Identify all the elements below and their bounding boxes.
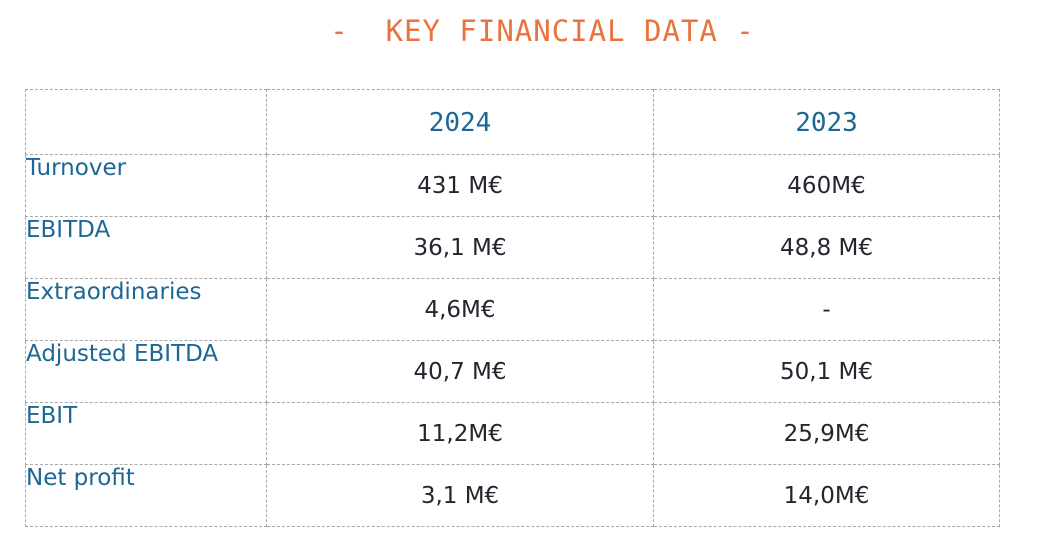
ebitda-2024-value: 36,1 M€ xyxy=(266,216,654,279)
header-year-2024: 2024 xyxy=(266,89,654,155)
turnover-2024-value: 431 M€ xyxy=(266,154,654,217)
extraordinaries-2024-value: 4,6M€ xyxy=(266,278,654,341)
row-label-net-profit: Net profit xyxy=(25,464,267,527)
table-row: EBIT 11,2M€ 25,9M€ xyxy=(25,402,1000,465)
row-label-extraordinaries: Extraordinaries xyxy=(25,278,267,341)
ebit-2023-value: 25,9M€ xyxy=(653,402,1000,465)
table-row: Net profit 3,1 M€ 14,0M€ xyxy=(25,464,1000,527)
net-profit-2024-value: 3,1 M€ xyxy=(266,464,654,527)
turnover-2023-value: 460M€ xyxy=(653,154,1000,217)
table-row: EBITDA 36,1 M€ 48,8 M€ xyxy=(25,216,1000,279)
table-row: Extraordinaries 4,6M€ - xyxy=(25,278,1000,341)
table-row: Adjusted EBITDA 40,7 M€ 50,1 M€ xyxy=(25,340,1000,403)
row-label-adjusted-ebitda: Adjusted EBITDA xyxy=(25,340,267,403)
row-label-ebit: EBIT xyxy=(25,402,267,465)
table-row: Turnover 431 M€ 460M€ xyxy=(25,154,1000,217)
ebitda-2023-value: 48,8 M€ xyxy=(653,216,1000,279)
financial-data-table: 2024 2023 Turnover 431 M€ 460M€ EBITDA 3… xyxy=(25,89,1000,527)
extraordinaries-2023-value: - xyxy=(653,278,1000,341)
net-profit-2023-value: 14,0M€ xyxy=(653,464,1000,527)
adjusted-ebitda-2023-value: 50,1 M€ xyxy=(653,340,1000,403)
row-label-turnover: Turnover xyxy=(25,154,267,217)
row-label-ebitda: EBITDA xyxy=(25,216,267,279)
header-year-2023: 2023 xyxy=(653,89,1000,155)
page-title: - KEY FINANCIAL DATA - xyxy=(330,14,755,48)
ebit-2024-value: 11,2M€ xyxy=(266,402,654,465)
adjusted-ebitda-2024-value: 40,7 M€ xyxy=(266,340,654,403)
table-header-row: 2024 2023 xyxy=(25,89,1000,155)
header-corner-cell xyxy=(25,89,267,155)
